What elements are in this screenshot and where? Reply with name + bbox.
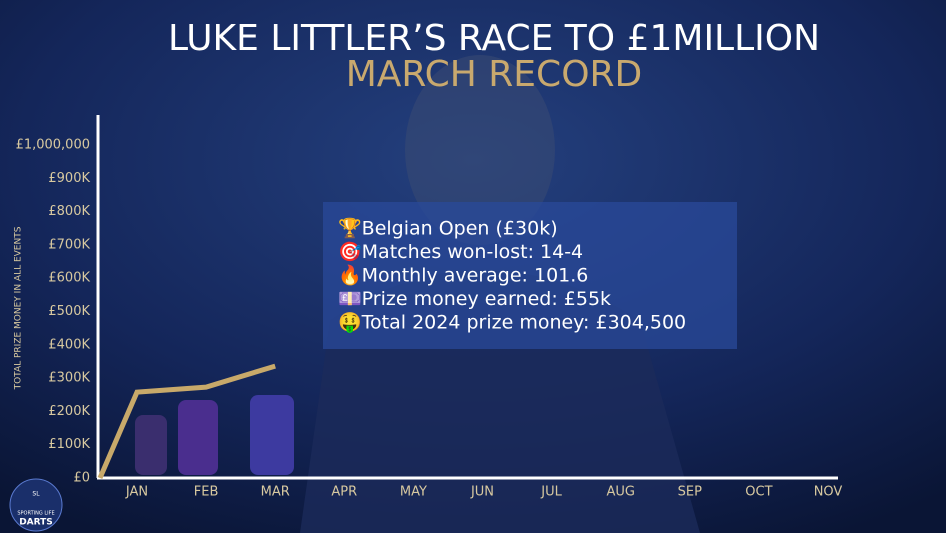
x-tick-label: OCT bbox=[745, 485, 772, 500]
x-tick-label: SEP bbox=[678, 485, 702, 500]
y-tick-label: £900K bbox=[48, 171, 90, 186]
y-tick-label: £700K bbox=[48, 237, 90, 252]
logo-line: DARTS bbox=[19, 518, 53, 528]
players bbox=[135, 395, 294, 475]
y-axis-label: TOTAL PRIZE MONEY IN ALL EVENTS bbox=[14, 226, 24, 390]
x-tick-label: JAN bbox=[125, 485, 148, 500]
logo-line: SPORTING LIFE bbox=[17, 511, 54, 517]
x-tick-label: NOV bbox=[814, 485, 843, 500]
logo: SL SPORTING LIFE DARTS bbox=[9, 478, 63, 532]
y-tick-label: £1,000,000 bbox=[16, 138, 90, 153]
player-figure bbox=[135, 415, 167, 475]
y-tick-label: £200K bbox=[48, 404, 90, 419]
info-box bbox=[323, 202, 737, 349]
annotation: 💷Prize money earned: £55k bbox=[338, 288, 611, 310]
line bbox=[97, 363, 276, 479]
y-tick-label: £100K bbox=[48, 437, 90, 452]
x-tick-label: MAY bbox=[400, 485, 427, 500]
chart-title: LUKE LITTLER’S RACE TO £1MILLION bbox=[168, 18, 820, 59]
y-tick-label: £600K bbox=[48, 271, 90, 286]
logo-badge bbox=[9, 478, 63, 532]
annotation: 🤑Total 2024 prize money: £304,500 bbox=[338, 312, 686, 334]
x-tick-label: JUN bbox=[470, 485, 494, 500]
chart-subtitle: MARCH RECORD bbox=[346, 54, 643, 95]
y-tick-label: £500K bbox=[48, 304, 90, 319]
logo-badge-text: SL bbox=[32, 491, 40, 498]
player-photo bbox=[405, 55, 555, 245]
y-tick-label: £0 bbox=[73, 471, 90, 486]
annotation: 🎯Matches won-lost: 14-4 bbox=[338, 241, 583, 263]
x-tick-label: AUG bbox=[606, 485, 634, 500]
y-tick-label: £800K bbox=[48, 204, 90, 219]
x-tick-label: APR bbox=[331, 485, 357, 500]
annotation: 🏆Belgian Open (£30k) bbox=[338, 217, 558, 240]
x-tick-label: FEB bbox=[194, 485, 219, 500]
y-tick-label: £400K bbox=[48, 337, 90, 352]
annotation: 🔥Monthly average: 101.6 bbox=[338, 264, 588, 287]
x-tick-label: MAR bbox=[261, 485, 290, 500]
x-tick-label: JUL bbox=[540, 485, 562, 500]
player-figure bbox=[250, 395, 294, 475]
y-tick-label: £300K bbox=[48, 371, 90, 386]
player-figure bbox=[178, 400, 218, 475]
